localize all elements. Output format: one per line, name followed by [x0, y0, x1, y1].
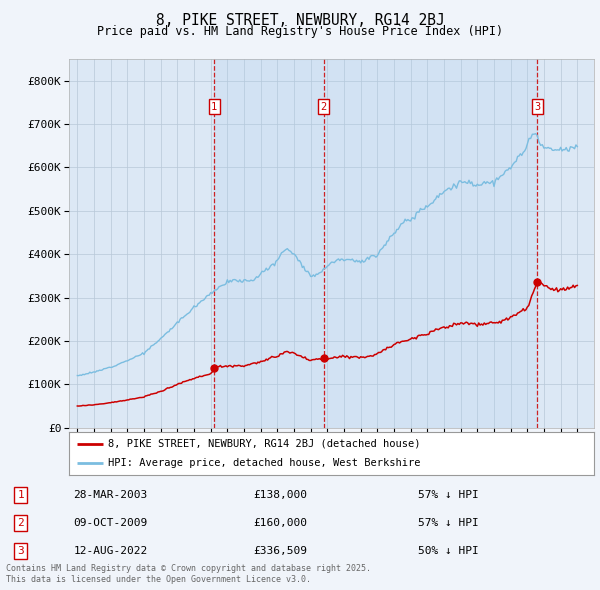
Text: 1: 1 [211, 101, 217, 112]
Text: 2: 2 [17, 518, 24, 527]
Bar [214, 59, 538, 428]
Text: 50% ↓ HPI: 50% ↓ HPI [418, 546, 478, 556]
Text: 8, PIKE STREET, NEWBURY, RG14 2BJ (detached house): 8, PIKE STREET, NEWBURY, RG14 2BJ (detac… [109, 439, 421, 449]
Text: 12-AUG-2022: 12-AUG-2022 [74, 546, 148, 556]
Text: £336,509: £336,509 [253, 546, 307, 556]
Text: HPI: Average price, detached house, West Berkshire: HPI: Average price, detached house, West… [109, 458, 421, 468]
Text: 3: 3 [535, 101, 541, 112]
Text: 2: 2 [320, 101, 326, 112]
Text: Price paid vs. HM Land Registry's House Price Index (HPI): Price paid vs. HM Land Registry's House … [97, 25, 503, 38]
Text: £138,000: £138,000 [253, 490, 307, 500]
Text: 8, PIKE STREET, NEWBURY, RG14 2BJ: 8, PIKE STREET, NEWBURY, RG14 2BJ [155, 13, 445, 28]
Text: £160,000: £160,000 [253, 518, 307, 527]
Text: 3: 3 [17, 546, 24, 556]
Text: Contains HM Land Registry data © Crown copyright and database right 2025.: Contains HM Land Registry data © Crown c… [6, 565, 371, 573]
Text: This data is licensed under the Open Government Licence v3.0.: This data is licensed under the Open Gov… [6, 575, 311, 584]
Text: 57% ↓ HPI: 57% ↓ HPI [418, 518, 478, 527]
Text: 09-OCT-2009: 09-OCT-2009 [74, 518, 148, 527]
Text: 28-MAR-2003: 28-MAR-2003 [74, 490, 148, 500]
Text: 1: 1 [17, 490, 24, 500]
Text: 57% ↓ HPI: 57% ↓ HPI [418, 490, 478, 500]
